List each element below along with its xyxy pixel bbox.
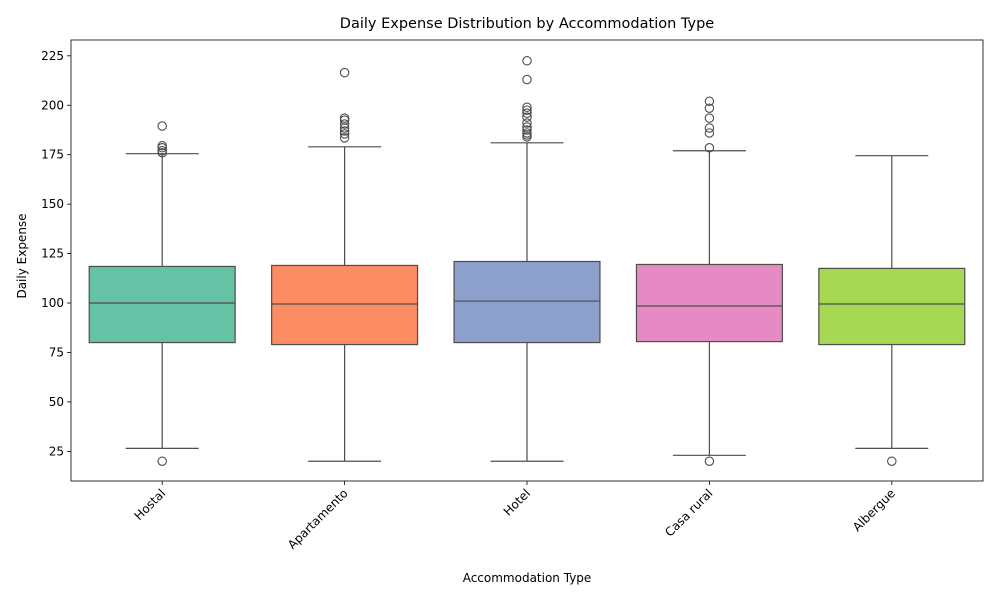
outlier-point bbox=[522, 122, 532, 132]
y-tick-label: 175 bbox=[41, 148, 64, 162]
outlier-point bbox=[522, 112, 532, 122]
outlier-point bbox=[522, 118, 532, 128]
outlier-point bbox=[704, 456, 715, 466]
outlier-point bbox=[704, 103, 715, 113]
outlier-point bbox=[704, 113, 715, 123]
outlier-point bbox=[704, 123, 715, 133]
x-tick-label: Hostal bbox=[132, 486, 169, 523]
x-tick-label: Apartamento bbox=[285, 486, 351, 552]
outlier-point bbox=[522, 128, 532, 138]
outlier-point bbox=[887, 456, 897, 466]
outlier-point bbox=[339, 119, 350, 129]
x-axis-label: Accommodation Type bbox=[463, 571, 592, 585]
x-tick-label: Casa rural bbox=[662, 486, 715, 539]
x-tick-label: Hotel bbox=[501, 486, 533, 518]
outlier-point bbox=[522, 102, 532, 112]
box-group-hostal bbox=[88, 121, 236, 466]
chart-title: Daily Expense Distribution by Accommodat… bbox=[340, 16, 714, 32]
box-group-apartamento bbox=[271, 67, 419, 462]
outlier-point bbox=[339, 67, 350, 78]
outlier-point bbox=[157, 121, 167, 131]
plot-area bbox=[88, 56, 966, 466]
y-tick-label: 225 bbox=[41, 49, 64, 63]
y-tick-label: 125 bbox=[41, 247, 64, 261]
outlier-point bbox=[704, 128, 715, 138]
y-axis: 25 50 75 100 125 150 175 200 225 bbox=[41, 49, 71, 458]
outlier-point bbox=[339, 129, 350, 139]
outlier-point bbox=[339, 133, 350, 143]
outlier-point bbox=[157, 141, 167, 151]
outlier-point bbox=[157, 456, 167, 466]
box-iqr bbox=[453, 260, 601, 344]
box-iqr bbox=[271, 264, 419, 346]
y-tick-label: 50 bbox=[49, 395, 64, 409]
y-tick-label: 100 bbox=[41, 296, 64, 310]
outlier-point bbox=[704, 143, 715, 153]
box-iqr bbox=[635, 263, 783, 343]
y-tick-label: 200 bbox=[41, 98, 64, 112]
y-tick-label: 150 bbox=[41, 197, 64, 211]
box-iqr bbox=[818, 267, 966, 346]
outlier-point bbox=[522, 56, 532, 66]
outlier-point bbox=[157, 145, 167, 156]
outlier-point bbox=[704, 96, 715, 107]
box-group-casa-rural bbox=[635, 96, 783, 466]
box-iqr bbox=[88, 265, 236, 344]
y-tick-label: 75 bbox=[49, 345, 64, 359]
x-tick-label: Albergue bbox=[850, 486, 898, 534]
y-tick-label: 25 bbox=[49, 444, 64, 458]
box-group-hotel bbox=[453, 56, 601, 462]
outlier-point bbox=[339, 113, 350, 123]
outlier-point bbox=[522, 130, 532, 140]
y-axis-label: Daily Expense bbox=[15, 213, 29, 298]
outlier-point bbox=[522, 108, 532, 118]
outlier-point bbox=[339, 126, 350, 136]
x-axis: Hostal Apartamento Hotel Casa rural Albergue bbox=[132, 481, 898, 552]
outlier-point bbox=[522, 105, 532, 115]
outlier-point bbox=[522, 125, 532, 135]
outlier-point bbox=[522, 74, 532, 85]
box-group-albergue bbox=[818, 155, 966, 466]
